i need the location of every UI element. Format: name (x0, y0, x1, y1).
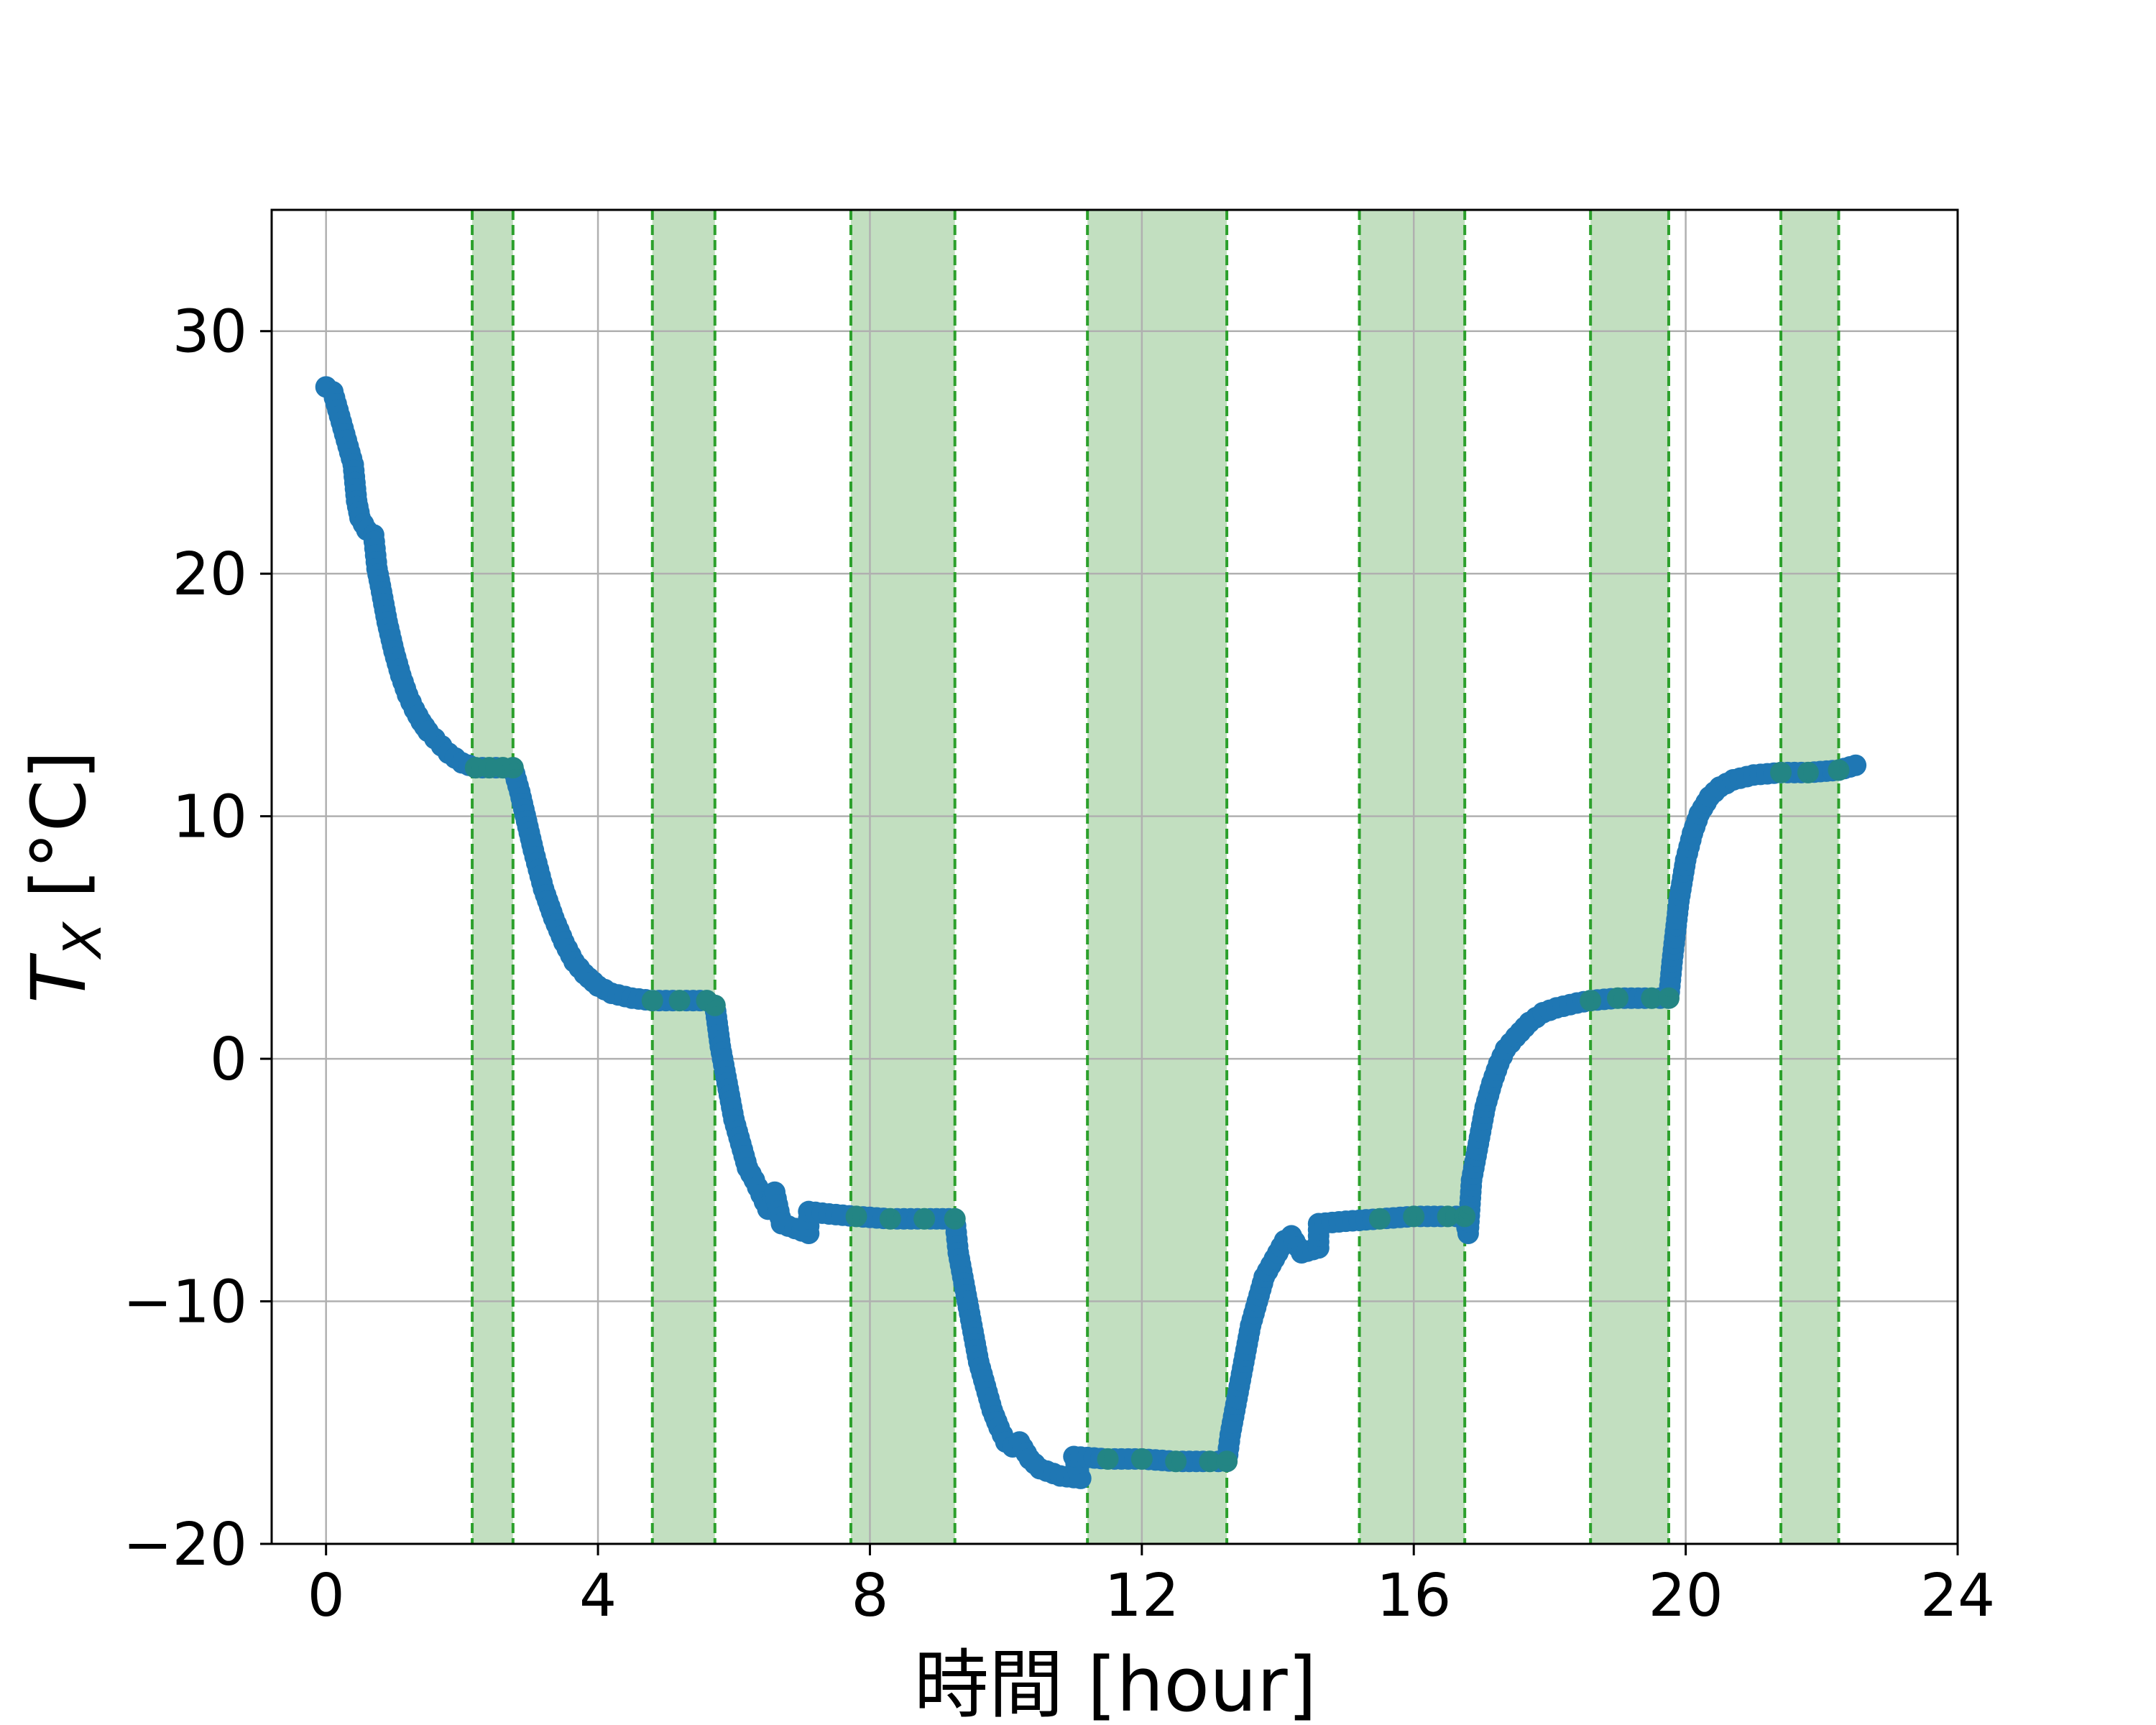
x-tick-label-2: 8 (851, 1562, 888, 1630)
y-tick-label-0: −20 (123, 1511, 247, 1579)
band-boundary-lines (471, 210, 1841, 1544)
x-tick-label-3: 12 (1105, 1562, 1179, 1630)
band-point-25 (492, 757, 514, 779)
x-tick-label-0: 0 (308, 1562, 345, 1630)
band-point-24 (478, 757, 500, 779)
data-point-126 (1845, 754, 1867, 776)
y-axis-label-sub: X (52, 921, 113, 960)
x-tick-label-5: 20 (1648, 1562, 1723, 1630)
shaded-band-3 (1087, 210, 1227, 1544)
band-point-124 (1797, 761, 1819, 783)
y-axis-label: TX [°C] (15, 750, 113, 1003)
y-tick-label-3: 10 (172, 783, 247, 852)
shaded-band-1 (652, 210, 715, 1544)
band-point-57 (879, 1208, 901, 1230)
band-point-111 (1607, 987, 1629, 1009)
band-point-58 (913, 1208, 936, 1230)
x-tick-label-4: 16 (1376, 1562, 1451, 1630)
shaded-band-4 (1359, 210, 1465, 1544)
band-point-40 (696, 990, 718, 1012)
band-point-95 (1403, 1205, 1425, 1228)
tick-labels: 0 4 8 12 16 20 24 −20 −10 0 10 20 30 (123, 298, 1995, 1630)
x-tick-label-1: 4 (579, 1562, 617, 1630)
band-point-110 (1580, 990, 1602, 1012)
shaded-band-2 (850, 210, 955, 1544)
band-point-77 (1165, 1450, 1187, 1473)
shaded-band-6 (1781, 210, 1839, 1544)
band-point-113 (1657, 987, 1680, 1009)
band-point-56 (845, 1205, 867, 1228)
band-point-96 (1437, 1205, 1459, 1228)
x-axis-label: 時間 [hour] (914, 1641, 1317, 1725)
y-tick-label-5: 30 (172, 298, 247, 367)
shaded-bands (472, 210, 1839, 1544)
ticks (260, 330, 1959, 1555)
band-point-39 (668, 990, 691, 1012)
band-point-76 (1130, 1448, 1153, 1470)
y-tick-label-4: 20 (172, 540, 247, 609)
y-tick-label-2: 0 (210, 1026, 247, 1094)
band-point-125 (1828, 759, 1850, 781)
y-axis-label-unit: [°C] (15, 750, 103, 922)
plot-frame (270, 208, 1959, 1545)
band-point-97 (1454, 1205, 1476, 1228)
band-point-41 (704, 994, 726, 1016)
band-point-123 (1770, 761, 1792, 783)
band-point-94 (1368, 1208, 1391, 1230)
band-point-78 (1199, 1450, 1221, 1473)
band-point-79 (1216, 1450, 1238, 1473)
x-tick-label-6: 24 (1920, 1562, 1995, 1630)
band-point-26 (502, 757, 524, 779)
band-overlap-tint (464, 757, 1850, 1473)
data-points (315, 376, 1867, 1489)
y-axis-label-main: T (15, 952, 103, 1003)
band-point-112 (1641, 987, 1663, 1009)
band-point-75 (1097, 1448, 1119, 1470)
band-point-23 (464, 757, 487, 779)
y-axis-label-group: TX [°C] (15, 750, 113, 1003)
shaded-band-0 (472, 210, 513, 1544)
y-tick-label-1: −10 (123, 1269, 247, 1337)
shaded-band-5 (1590, 210, 1669, 1544)
band-point-59 (944, 1208, 966, 1230)
band-point-38 (641, 990, 663, 1012)
